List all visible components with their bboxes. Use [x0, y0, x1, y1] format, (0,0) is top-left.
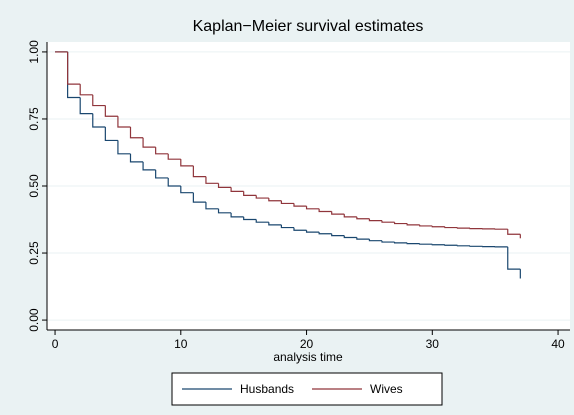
survival-step: [356, 237, 370, 240]
survival-step: [192, 192, 206, 203]
survival-step: [343, 235, 357, 239]
survival-step: [318, 232, 332, 235]
survival-step: [243, 191, 257, 196]
survival-step: [92, 113, 106, 128]
survival-step: [456, 227, 471, 229]
survival-step: [180, 186, 194, 194]
survival-step: [230, 187, 244, 192]
survival-step: [255, 219, 269, 223]
survival-step: [92, 94, 106, 107]
survival-step: [381, 240, 395, 243]
survival-step: [318, 208, 332, 213]
y-tick-label: 0.75: [27, 107, 41, 131]
survival-step: [280, 224, 294, 229]
survival-step: [79, 84, 93, 96]
x-axis-label: analysis time: [273, 350, 343, 364]
x-tick-label: 40: [551, 337, 565, 351]
survival-step: [167, 177, 181, 187]
survival-step: [268, 198, 282, 202]
survival-step: [142, 137, 156, 148]
chart-title: Kaplan−Meier survival estimates: [193, 18, 424, 35]
y-tick-label: 1.00: [27, 40, 41, 64]
survival-step: [205, 176, 219, 184]
survival-step: [507, 229, 521, 235]
survival-step: [343, 214, 357, 218]
survival-step: [104, 127, 118, 142]
survival-step: [280, 200, 294, 205]
survival-step: [331, 211, 345, 215]
survival-step: [255, 195, 269, 199]
survival-step: [431, 225, 445, 228]
survival-step: [192, 165, 206, 178]
survival-step: [129, 153, 144, 163]
survival-step: [67, 51, 81, 85]
survival-step: [356, 216, 370, 220]
x-tick-label: 30: [426, 337, 440, 351]
survival-step: [293, 227, 307, 231]
y-tick-label: 0.50: [27, 174, 41, 198]
survival-step: [167, 153, 181, 160]
survival-step: [155, 169, 169, 179]
survival-step: [456, 245, 471, 247]
survival-step: [104, 105, 118, 117]
survival-step: [368, 218, 383, 222]
survival-step: [142, 161, 156, 171]
survival-step: [444, 244, 458, 246]
survival-step: [393, 222, 408, 225]
survival-step: [293, 203, 307, 207]
survival-step: [79, 97, 93, 115]
survival-step: [469, 245, 483, 247]
survival-step: [268, 222, 282, 226]
legend-label: Wives: [370, 382, 403, 396]
survival-step: [305, 230, 320, 233]
survival-step: [507, 246, 521, 270]
survival-step: [217, 183, 232, 188]
x-tick-label: 10: [174, 337, 188, 351]
survival-step: [230, 212, 244, 218]
survival-step: [406, 242, 420, 245]
survival-step: [180, 159, 194, 167]
survival-step: [431, 244, 445, 246]
survival-step: [305, 206, 320, 210]
survival-step: [155, 147, 169, 155]
survival-step: [419, 224, 433, 227]
survival-step: [129, 127, 144, 139]
x-tick-label: 20: [300, 337, 314, 351]
survival-step: [331, 233, 345, 237]
survival-step: [406, 223, 420, 226]
survival-step: [117, 140, 131, 155]
survival-step: [393, 242, 408, 244]
y-tick-label: 0.00: [27, 308, 41, 332]
survival-step: [205, 202, 219, 210]
survival-step: [419, 243, 433, 245]
survival-step: [217, 208, 232, 214]
legend-label: Husbands: [240, 382, 294, 396]
x-tick-label: 0: [52, 337, 59, 351]
survival-step: [381, 220, 395, 223]
survival-step: [444, 226, 458, 229]
survival-step: [368, 239, 383, 242]
survival-step: [243, 216, 257, 221]
y-tick-label: 0.25: [27, 241, 41, 265]
survival-step: [117, 116, 131, 128]
survival-step: [469, 228, 483, 230]
